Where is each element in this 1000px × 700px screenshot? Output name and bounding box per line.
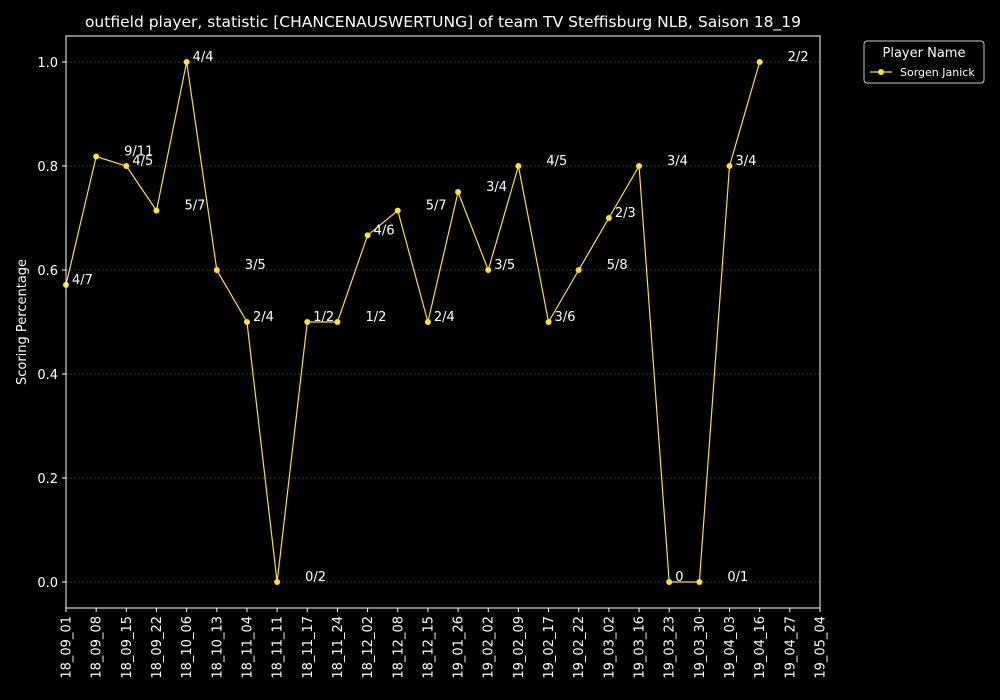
y-tick-label: 0.4 xyxy=(37,368,58,383)
x-tick-label: 18_12_15 xyxy=(421,616,436,679)
x-tick-label: 19_03_30 xyxy=(693,616,708,679)
x-tick-label: 18_12_02 xyxy=(361,616,376,679)
data-label: 2/4 xyxy=(434,310,455,325)
x-tick-label: 19_02_09 xyxy=(512,616,527,679)
data-point xyxy=(455,189,462,195)
data-label: 9/11 xyxy=(124,145,153,160)
x-tick-label: 19_05_04 xyxy=(814,616,829,679)
x-tick-label: 19_02_02 xyxy=(482,616,497,679)
x-tick-label: 18_09_22 xyxy=(150,616,165,679)
data-label: 0 xyxy=(675,570,683,585)
data-label: 1/2 xyxy=(313,310,334,325)
data-label: 2/4 xyxy=(253,310,274,325)
x-tick-label: 19_04_03 xyxy=(723,616,738,679)
x-tick-label: 18_11_17 xyxy=(301,616,316,679)
data-point xyxy=(213,267,220,273)
data-label: 3/4 xyxy=(486,180,507,195)
data-point xyxy=(605,215,612,221)
data-point xyxy=(696,579,703,585)
data-point xyxy=(515,163,522,169)
data-point xyxy=(334,319,341,325)
data-label: 3/4 xyxy=(736,154,757,169)
x-tick-label: 19_02_22 xyxy=(572,616,587,679)
x-tick-label: 19_03_23 xyxy=(663,616,678,679)
x-tick-label: 19_04_16 xyxy=(753,616,768,679)
x-tick-label: 18_12_08 xyxy=(391,616,406,679)
data-label: 1/2 xyxy=(365,310,386,325)
x-tick-label: 18_11_11 xyxy=(271,616,286,679)
data-point xyxy=(424,319,431,325)
data-label: 5/8 xyxy=(607,258,628,273)
data-label: 4/5 xyxy=(546,154,567,169)
data-label: 3/4 xyxy=(667,154,688,169)
data-point xyxy=(756,59,763,65)
legend-series-label: Sorgen Janick xyxy=(900,66,975,79)
data-point xyxy=(575,267,582,273)
data-point xyxy=(545,319,552,325)
x-tick-label: 18_10_13 xyxy=(210,616,225,679)
x-tick-label: 18_09_15 xyxy=(120,616,135,679)
x-tick-label: 19_03_02 xyxy=(602,616,617,679)
data-label: 5/7 xyxy=(426,199,447,214)
data-label: 2/2 xyxy=(788,50,809,65)
x-tick-label: 18_11_04 xyxy=(240,616,255,679)
data-label: 4/4 xyxy=(193,50,214,65)
data-point xyxy=(666,579,673,585)
data-label: 0/1 xyxy=(727,570,748,585)
data-point xyxy=(394,207,401,214)
data-point xyxy=(153,207,160,214)
data-point xyxy=(364,232,371,239)
data-label: 4/6 xyxy=(374,223,395,238)
legend-box xyxy=(863,40,985,84)
x-tick-label: 19_01_26 xyxy=(452,616,467,679)
y-tick-label: 0.8 xyxy=(37,160,58,175)
axes: 0.0 0.2 0.4 0.6 0.8 1.0 18_09_01 18_09_08 18_09_… xyxy=(37,56,828,679)
data-point xyxy=(123,163,130,169)
data-label: 5/7 xyxy=(184,199,205,214)
data-point xyxy=(274,579,281,585)
x-tick-label: 19_04_27 xyxy=(783,616,798,679)
x-tick-label: 18_11_24 xyxy=(331,616,346,679)
series-line xyxy=(65,61,761,583)
data-point xyxy=(304,319,311,325)
data-label: 0/2 xyxy=(305,570,326,585)
x-tick-label: 19_02_17 xyxy=(542,616,557,679)
y-tick-label: 1.0 xyxy=(37,56,58,71)
x-tick-label: 18_10_06 xyxy=(180,616,195,679)
data-label: 4/7 xyxy=(72,273,93,288)
plot-frame xyxy=(65,35,821,609)
y-tick-label: 0.6 xyxy=(37,264,58,279)
data-label: 2/3 xyxy=(615,206,636,221)
y-tick-label: 0.2 xyxy=(37,472,58,487)
x-tick-label: 18_09_01 xyxy=(60,616,75,679)
data-point xyxy=(485,267,492,273)
data-label: 4/5 xyxy=(132,154,153,169)
data-label: 3/6 xyxy=(555,310,576,325)
y-tick-label: 0.0 xyxy=(37,576,58,591)
data-labels: 4/79/114/55/74/43/52/40/21/2 1/24/65/72/4… xyxy=(72,50,809,585)
data-point xyxy=(183,59,190,65)
data-point xyxy=(726,163,733,169)
legend-title: Player Name xyxy=(883,46,966,61)
data-point xyxy=(636,163,643,169)
data-point xyxy=(93,153,100,160)
data-label: 3/5 xyxy=(494,258,515,273)
data-point xyxy=(243,319,250,325)
y-axis-label: Scoring Percentage xyxy=(15,259,30,385)
x-tick-label: 18_09_08 xyxy=(90,616,105,679)
data-label: 3/5 xyxy=(245,258,266,273)
x-tick-label: 19_03_16 xyxy=(633,616,648,679)
chart-title: outfield player, statistic [CHANCENAUSWE… xyxy=(85,13,801,32)
data-series xyxy=(63,59,763,585)
legend-series-marker xyxy=(878,69,884,75)
legend: Player Name Sorgen Janick xyxy=(863,40,985,84)
